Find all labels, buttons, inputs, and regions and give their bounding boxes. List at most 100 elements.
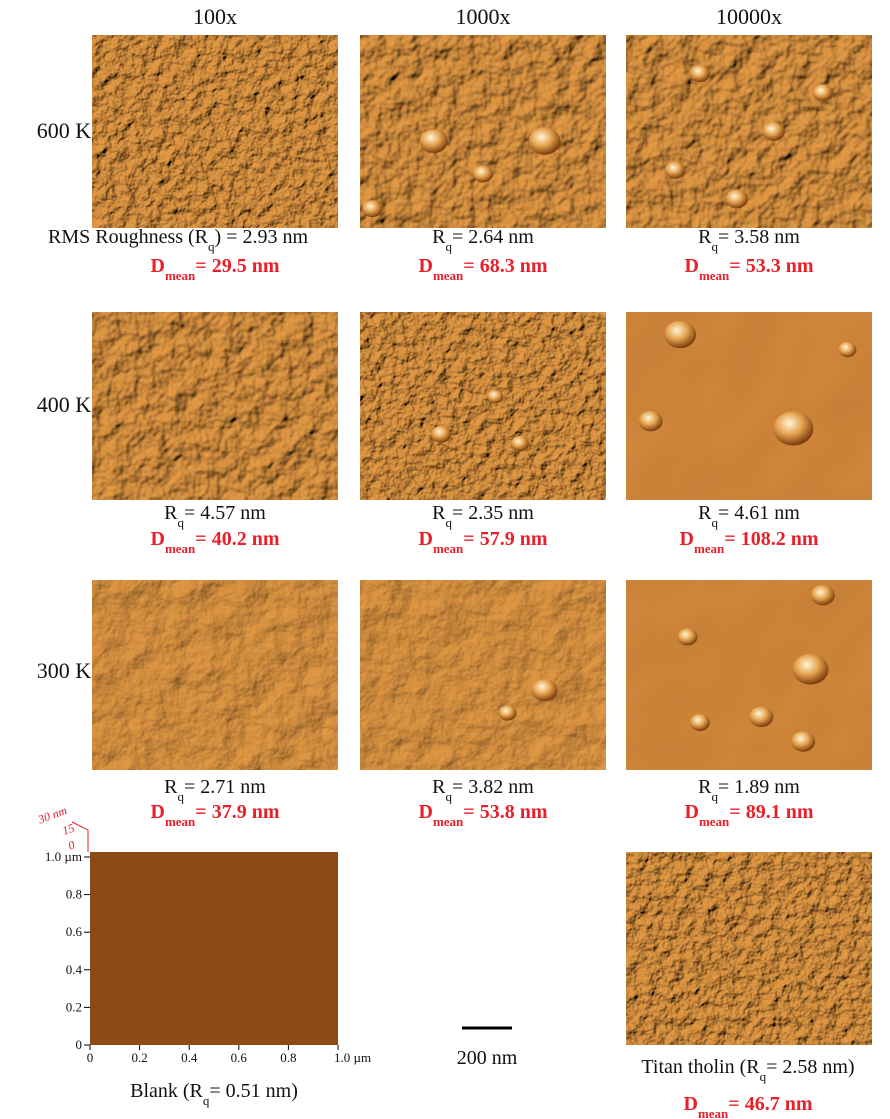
label-text: D — [419, 801, 433, 823]
label-text: = 0.51 nm) — [209, 1080, 298, 1102]
dmean-label: Dmean= 57.9 nm — [419, 528, 548, 556]
roughness-label: Rq= 2.64 nm — [432, 226, 534, 254]
label-subscript: mean — [433, 814, 464, 829]
x-tick-label: 1.0 µm — [334, 1050, 371, 1065]
x-tick-label: 0.8 — [280, 1050, 296, 1065]
blank-image — [90, 852, 338, 1045]
label-subscript: mean — [699, 268, 730, 283]
label-text: = 3.58 nm — [718, 226, 800, 248]
afm-image — [626, 35, 872, 228]
x-tick-label: 0.2 — [131, 1050, 147, 1065]
label-text: = 4.57 nm — [184, 502, 266, 524]
tholin-dmean: Dmean= 46.7 nm — [684, 1093, 813, 1119]
label-text: R — [698, 502, 712, 524]
y-tick-label: 0 — [76, 1037, 83, 1052]
label-subscript: mean — [694, 541, 725, 556]
afm-feature — [838, 342, 856, 357]
afm-image — [92, 580, 338, 770]
afm-feature — [791, 731, 815, 751]
label-text: D — [151, 255, 165, 277]
label-text: D — [151, 528, 165, 550]
y-tick-label: 1.0 µm — [45, 849, 82, 864]
label-text: = 40.2 nm — [195, 528, 280, 550]
label-text: = 2.71 nm — [184, 776, 266, 798]
label-text: R — [432, 502, 446, 524]
afm-image — [626, 312, 872, 500]
label-text: R — [164, 776, 178, 798]
y-tick-label: 0.6 — [66, 924, 83, 939]
afm-image — [92, 312, 338, 500]
afm-feature — [532, 679, 558, 701]
tholin-caption: Titan tholin (Rq= 2.58 nm) — [641, 1056, 854, 1084]
label-text: = 89.1 nm — [729, 801, 814, 823]
label-text: = 29.5 nm — [195, 255, 280, 277]
label-subscript: mean — [699, 814, 730, 829]
roughness-label: Rq= 2.71 nm — [164, 776, 266, 804]
row-label: 400 K — [37, 392, 92, 417]
column-header: 10000x — [716, 4, 782, 29]
label-text: = 4.61 nm — [718, 502, 800, 524]
afm-feature — [690, 714, 710, 731]
afm-feature — [665, 162, 685, 179]
afm-image — [626, 580, 872, 770]
label-text: R — [698, 776, 712, 798]
afm-feature — [763, 122, 785, 141]
afm-image — [360, 35, 606, 228]
afm-feature — [431, 426, 451, 443]
label-text: = 2.58 nm) — [766, 1056, 855, 1078]
dmean-label: Dmean= 68.3 nm — [419, 255, 548, 283]
label-text: = 108.2 nm — [724, 528, 819, 550]
label-text: D — [685, 255, 699, 277]
roughness-label: Rq= 4.57 nm — [164, 502, 266, 530]
label-text: R — [164, 502, 178, 524]
label-text: ) = 2.93 nm — [215, 226, 309, 248]
afm-feature — [813, 84, 833, 101]
roughness-label: Rq= 2.35 nm — [432, 502, 534, 530]
label-text: RMS Roughness (R — [48, 226, 209, 248]
y-tick-label: 0.8 — [66, 887, 82, 902]
afm-feature — [420, 129, 448, 153]
roughness-label: Rq= 3.58 nm — [698, 226, 800, 254]
label-text: R — [698, 226, 712, 248]
afm-feature — [664, 321, 696, 348]
row-label: 300 K — [37, 658, 92, 683]
y-tick-label: 0.2 — [66, 999, 82, 1014]
afm-feature — [529, 128, 561, 155]
x-tick-label: 0 — [87, 1050, 94, 1065]
label-text: = 46.7 nm — [728, 1093, 813, 1115]
afm-feature — [511, 436, 529, 451]
label-text: R — [432, 776, 446, 798]
afm-feature — [499, 705, 517, 720]
label-text: = 2.35 nm — [452, 502, 534, 524]
row-label: 600 K — [37, 118, 92, 143]
roughness-label: RMS Roughness (Rq) = 2.93 nm — [48, 226, 308, 254]
blank-caption: Blank (Rq= 0.51 nm) — [130, 1080, 298, 1108]
label-text: D — [151, 801, 165, 823]
label-text: D — [680, 528, 694, 550]
label-text: R — [432, 226, 446, 248]
afm-feature — [749, 707, 773, 727]
scale-bar-label: 200 nm — [457, 1047, 518, 1069]
label-text: D — [684, 1093, 698, 1115]
label-text: = 2.64 nm — [452, 226, 534, 248]
label-subscript: mean — [165, 814, 196, 829]
y-tick-label: 0.4 — [66, 962, 83, 977]
label-text: = 1.89 nm — [718, 776, 800, 798]
dmean-label: Dmean= 108.2 nm — [680, 528, 819, 556]
afm-image — [360, 580, 606, 770]
roughness-label: Rq= 3.82 nm — [432, 776, 534, 804]
x-tick-label: 0.6 — [231, 1050, 248, 1065]
label-subscript: mean — [698, 1106, 729, 1119]
dmean-label: Dmean= 53.3 nm — [685, 255, 814, 283]
dmean-label: Dmean= 29.5 nm — [151, 255, 280, 283]
label-text: Blank (R — [130, 1080, 203, 1102]
afm-feature — [473, 165, 493, 182]
dmean-label: Dmean= 40.2 nm — [151, 528, 280, 556]
afm-feature — [690, 65, 710, 82]
afm-feature — [773, 412, 813, 446]
afm-feature — [793, 654, 829, 685]
afm-feature — [726, 190, 748, 209]
label-subscript: mean — [433, 541, 464, 556]
roughness-label: Rq= 4.61 nm — [698, 502, 800, 530]
afm-image — [360, 312, 606, 500]
